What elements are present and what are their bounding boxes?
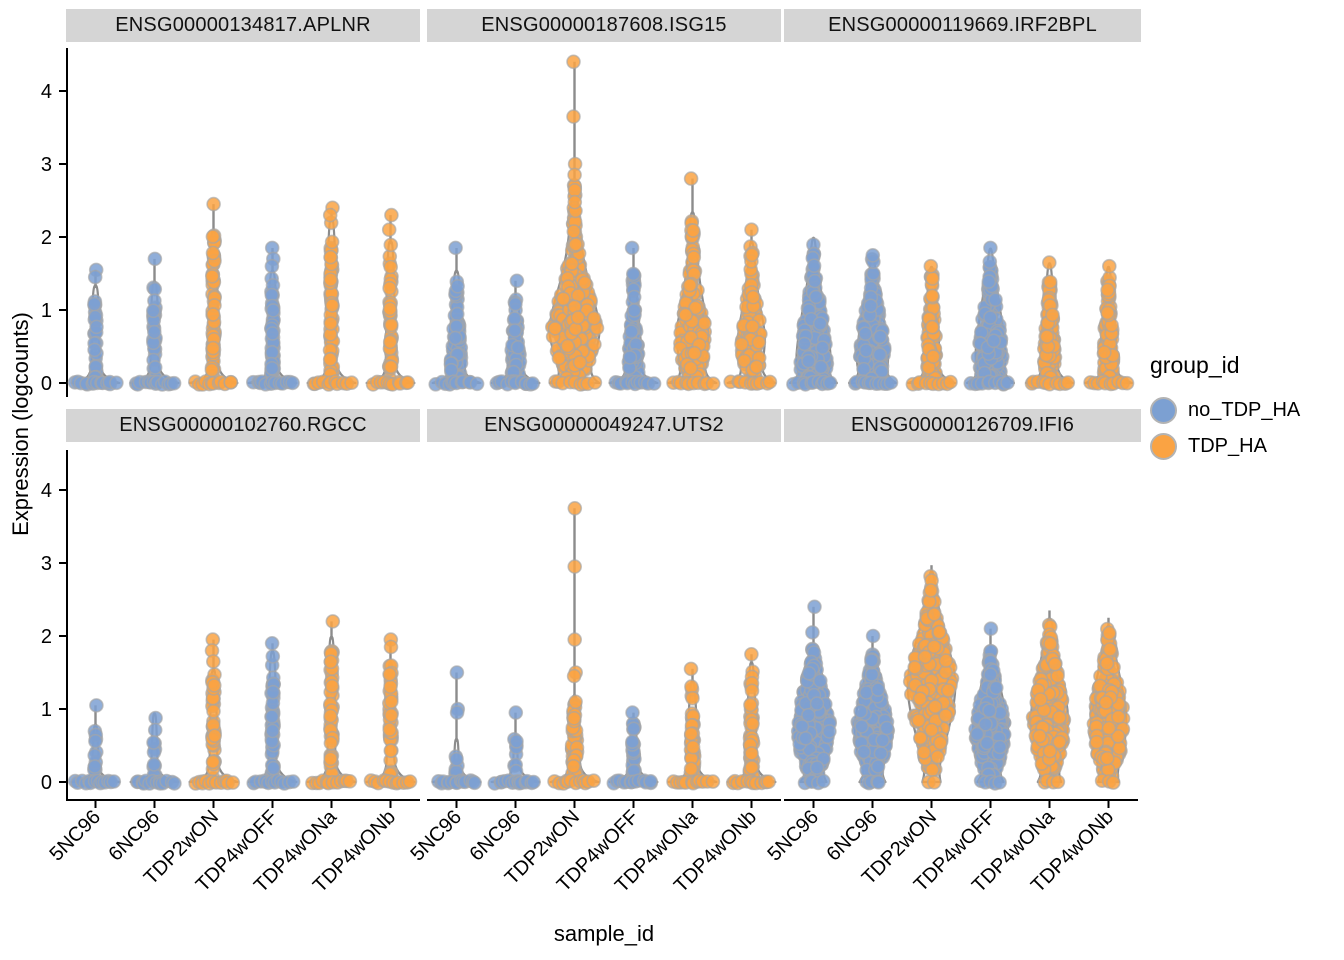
svg-text:6NC96: 6NC96 [465,806,525,866]
svg-text:6NC96: 6NC96 [104,806,164,866]
svg-text:2: 2 [41,626,52,648]
y-axis-title: Expression (logcounts) [8,312,33,536]
x-axis-title: sample_id [553,921,655,946]
facet-strip-irf2bpl: ENSG00000119669.IRF2BPL [784,9,1141,42]
facet-strip-aplnr: ENSG00000134817.APLNR [66,9,420,42]
svg-text:4: 4 [41,480,52,502]
legend-item-no-tdp-ha: no_TDP_HA [1150,397,1300,424]
legend-swatch-tdp-ha [1150,433,1177,460]
facet-strip-rgcc: ENSG00000102760.RGCC [66,409,420,442]
facet-strip-uts2: ENSG00000049247.UTS2 [427,409,781,442]
legend-item-label-no-tdp-ha: no_TDP_HA [1188,399,1301,421]
svg-text:0: 0 [41,373,52,395]
svg-text:5NC96: 5NC96 [406,806,466,866]
svg-text:5NC96: 5NC96 [763,806,823,866]
svg-text:0: 0 [41,772,52,794]
legend-item-label-tdp-ha: TDP_HA [1188,435,1267,457]
facet-strip-ifi6: ENSG00000126709.IFI6 [784,409,1141,442]
legend-swatch-no-tdp-ha [1150,397,1177,424]
svg-text:3: 3 [41,553,52,575]
facet-strip-isg15: ENSG00000187608.ISG15 [427,9,781,42]
svg-text:5NC96: 5NC96 [45,806,105,866]
legend-title: group_id [1150,352,1240,378]
svg-text:1: 1 [41,300,52,322]
svg-text:6NC96: 6NC96 [822,806,882,866]
legend-item-tdp-ha: TDP_HA [1150,433,1300,460]
legend: group_id no_TDP_HA TDP_HA [1150,352,1300,469]
svg-text:4: 4 [41,81,52,103]
svg-text:1: 1 [41,699,52,721]
svg-text:2: 2 [41,227,52,249]
svg-text:3: 3 [41,154,52,176]
